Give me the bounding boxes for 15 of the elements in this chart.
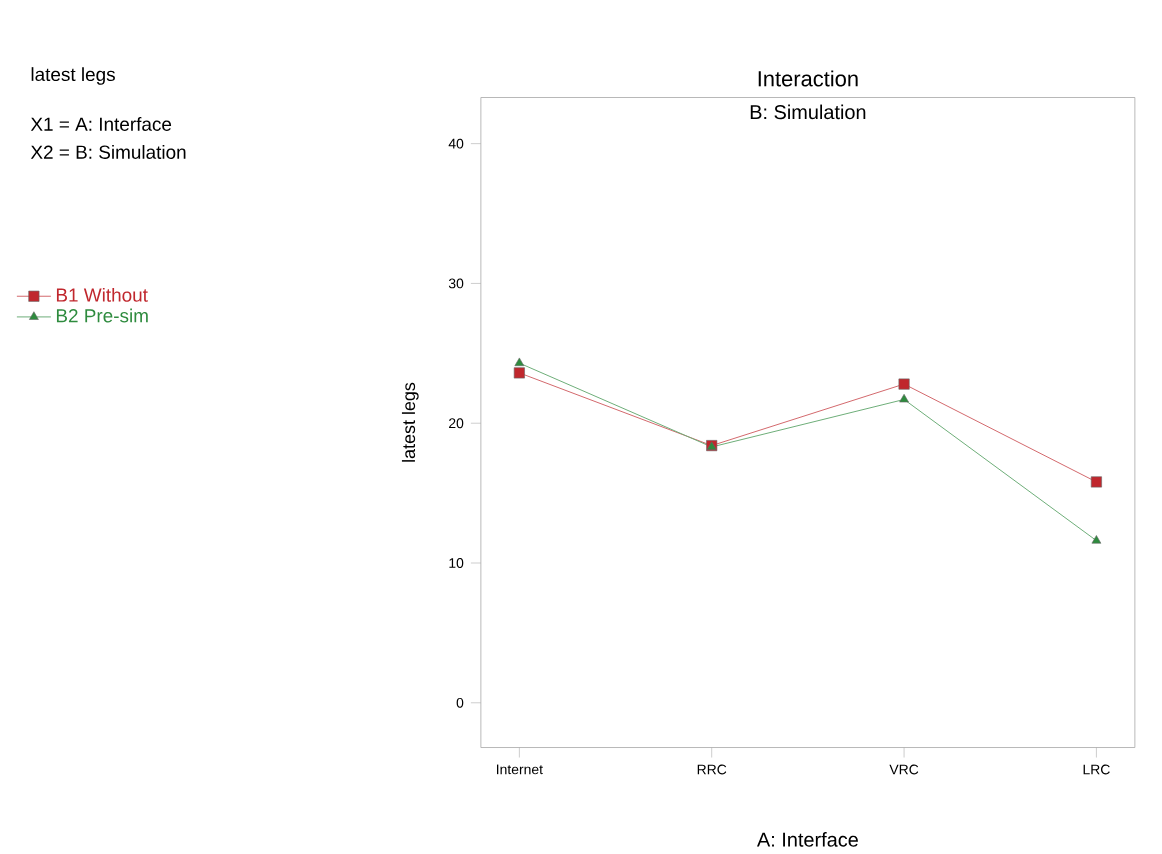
text: X2 = B: Simulation (30, 145, 186, 160)
point (899, 394, 909, 403)
legend-label: B2 Pre-sim (56, 308, 148, 323)
point (1090, 476, 1102, 488)
chart-title: Interaction (758, 70, 858, 87)
text: X1 = A: Interface (30, 117, 172, 132)
text: latest legs (31, 67, 115, 86)
point (514, 357, 525, 367)
point (898, 378, 910, 390)
x-axis-title: A: Interface (756, 832, 858, 848)
chart-subtitle: B: Simulation (750, 104, 866, 120)
point (513, 367, 525, 379)
y-axis-title: latest legs (401, 383, 419, 462)
point (1091, 535, 1102, 544)
legend-label: B1 Without (56, 288, 148, 303)
